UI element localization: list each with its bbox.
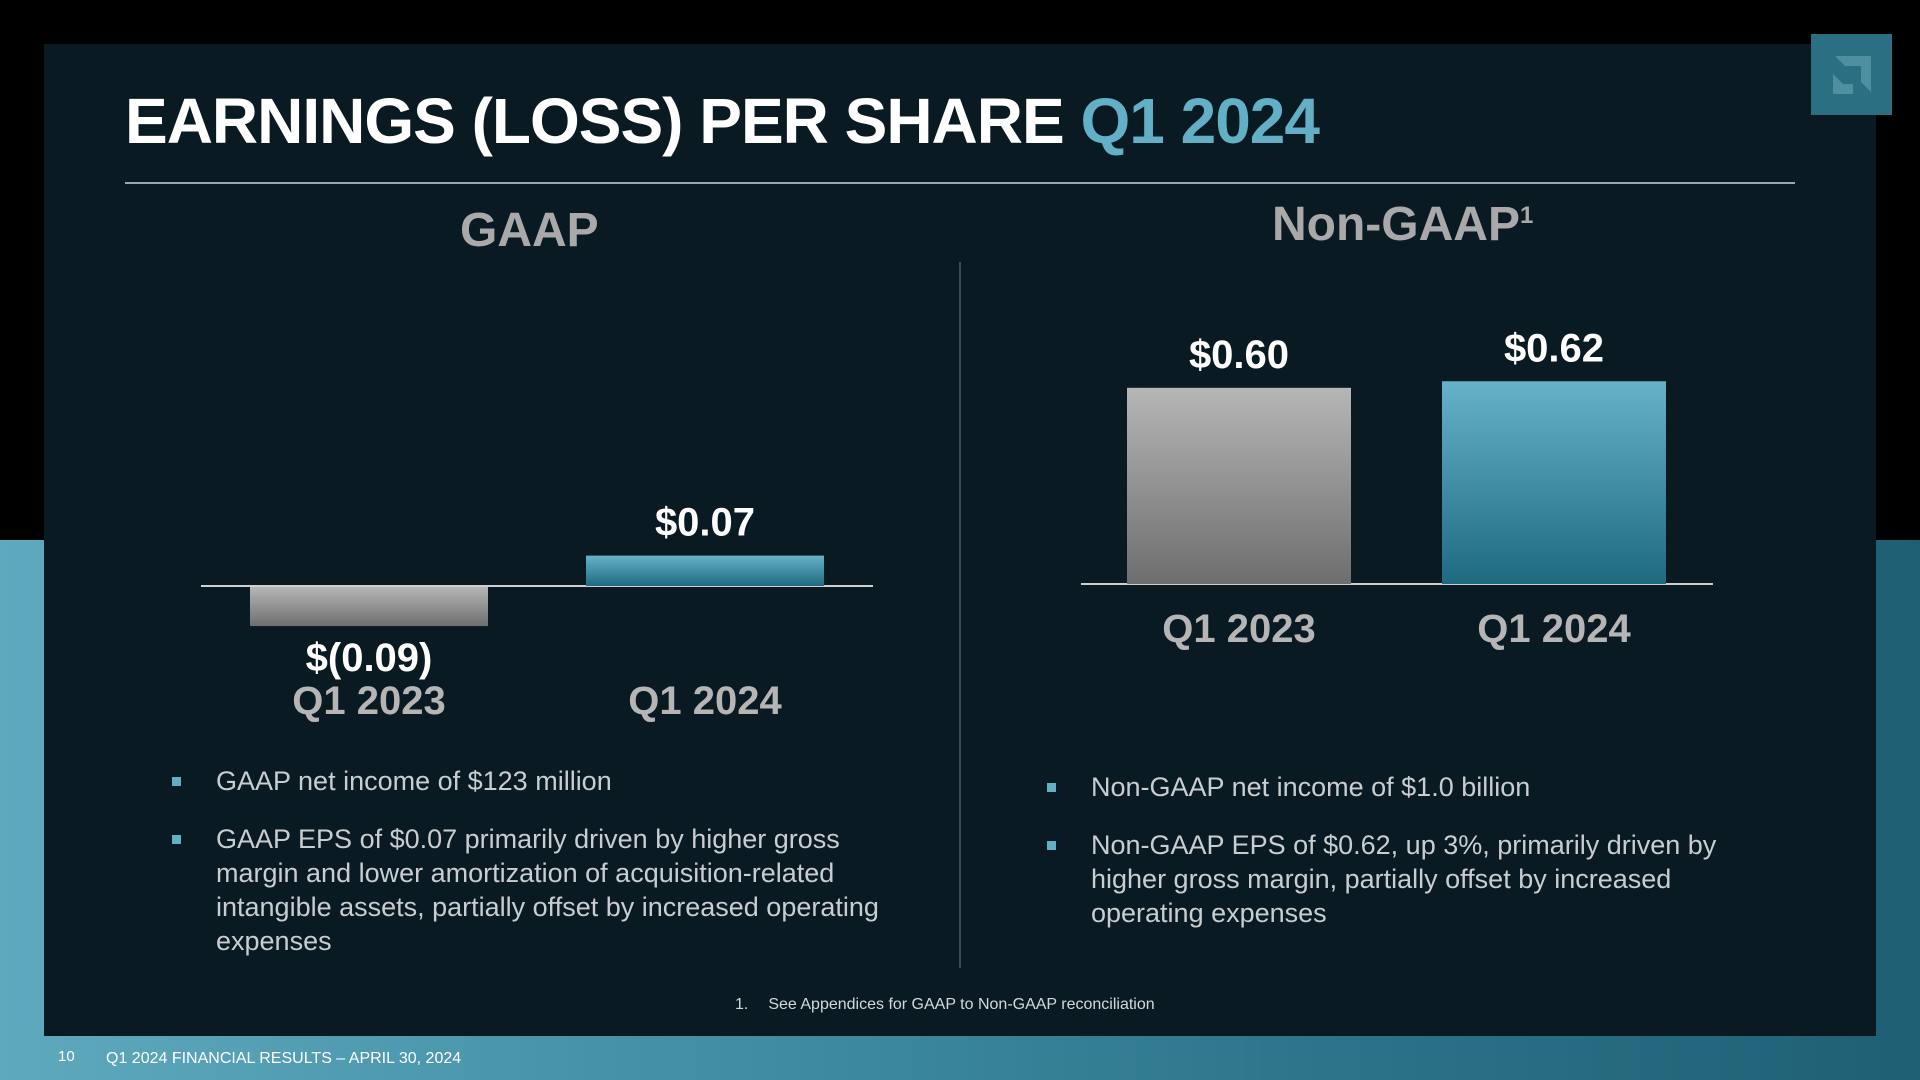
category-label: Q1 2024	[628, 679, 782, 723]
gaap-heading-text: GAAP	[460, 204, 599, 257]
footer-text: Q1 2024 FINANCIAL RESULTS – APRIL 30, 20…	[106, 1050, 462, 1067]
footnote: 1. See Appendices for GAAP to Non-GAAP re…	[735, 996, 1155, 1014]
title-rule	[125, 182, 1795, 184]
bar-q1-2024	[586, 555, 824, 586]
section-divider	[959, 262, 961, 968]
non-gaap-bullet-2: Non-GAAP EPS of $0.62, up 3%, primarily …	[1047, 828, 1767, 930]
category-label: Q1 2023	[1162, 607, 1315, 651]
non-gaap-bullet-1: Non-GAAP net income of $1.0 billion	[1047, 770, 1767, 804]
gaap-heading: GAAP	[460, 203, 599, 258]
gaap-chart: $(0.09)Q1 2023 $0.07 Q1 2024	[201, 501, 873, 723]
footnote-number: 1.	[735, 996, 749, 1013]
page-number: 10	[58, 1048, 75, 1065]
bar-q1-2024	[1442, 381, 1666, 584]
non-gaap-heading: Non-GAAP1	[1272, 197, 1533, 252]
gaap-bullet-2: GAAP EPS of $0.07 primarily driven by hi…	[172, 822, 892, 958]
footnote-text: See Appendices for GAAP to Non-GAAP reco…	[768, 996, 1155, 1013]
gaap-bullets: GAAP net income of $123 million GAAP EPS…	[172, 764, 892, 982]
amd-logo-icon	[1811, 34, 1892, 115]
gaap-bullet-1: GAAP net income of $123 million	[172, 764, 892, 798]
category-label: Q1 2024	[1477, 607, 1631, 651]
data-label: $0.07	[655, 501, 755, 545]
footnote-ref: 1	[1519, 202, 1534, 229]
category-label: Q1 2023	[292, 679, 445, 723]
title-main: EARNINGS (LOSS) PER SHARE	[125, 85, 1065, 157]
data-label: $(0.09)	[306, 636, 433, 680]
data-label: $0.60	[1189, 333, 1289, 377]
non-gaap-heading-text: Non-GAAP	[1272, 198, 1520, 251]
bar-q1-2023	[1127, 387, 1351, 584]
non-gaap-chart: $0.60 Q1 2023 $0.62 Q1 2024	[1081, 326, 1713, 651]
data-label: $0.62	[1504, 326, 1604, 370]
non-gaap-bullets: Non-GAAP net income of $1.0 billion Non-…	[1047, 770, 1767, 954]
bar-q1-2023	[250, 587, 488, 627]
title-accent: Q1 2024	[1080, 85, 1320, 157]
slide-title: EARNINGS (LOSS) PER SHARE Q1 2024	[125, 84, 1320, 158]
